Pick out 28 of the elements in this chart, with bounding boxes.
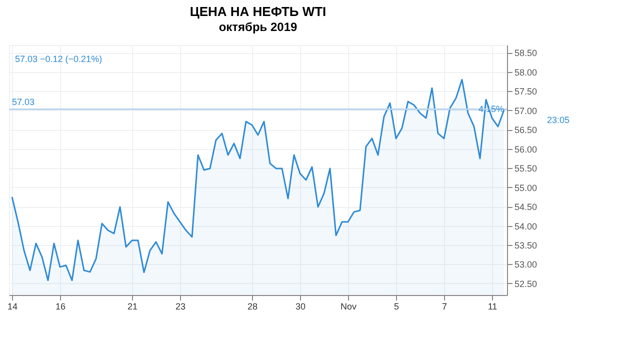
x-tick-label: 21 <box>127 302 138 312</box>
ref-line-label: 57.03 <box>12 97 35 108</box>
y-tick-label: 55.50 <box>514 164 538 174</box>
y-tick-label: 53.00 <box>514 260 538 270</box>
y-tick-label: 57.00 <box>514 106 538 116</box>
y-tick-label: 53.50 <box>514 240 538 250</box>
y-tick-label: 52.50 <box>514 278 538 289</box>
annotation: 57.03 −0.12 (−0.21%) <box>15 54 102 64</box>
y-tick-label: 58.50 <box>514 48 538 58</box>
chart-title: ЦЕНА НА НЕФТЬ WTI <box>190 4 326 19</box>
chart-subtitle: октябрь 2019 <box>218 20 298 34</box>
y-tick-label: 57.50 <box>514 86 538 97</box>
text: 23:05 <box>547 115 570 126</box>
x-tick-label: 7 <box>442 302 448 312</box>
y-tick-label: 54.00 <box>514 221 538 232</box>
y-tick-label: 54.50 <box>514 202 538 212</box>
x-tick-label: 5 <box>394 302 400 312</box>
y-tick-label: 56.00 <box>514 144 538 154</box>
x-tick-label: 28 <box>247 302 258 312</box>
y-tick-label: 56.50 <box>514 125 538 136</box>
y-tick-label: 58.00 <box>514 67 538 78</box>
x-tick-label: Nov <box>340 302 357 312</box>
x-tick-label: 23 <box>175 302 186 312</box>
x-tick-label: 11 <box>488 302 498 312</box>
x-tick-label: 16 <box>55 302 66 312</box>
y-tick-label: 55.00 <box>514 182 538 193</box>
x-tick-label: 30 <box>295 302 306 312</box>
x-tick-label: 14 <box>7 302 18 312</box>
